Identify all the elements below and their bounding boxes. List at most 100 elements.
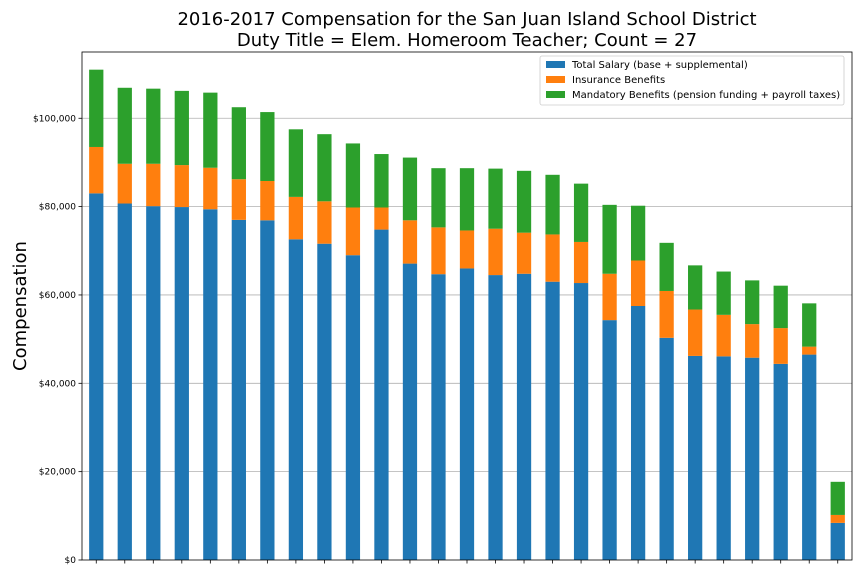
bar-segment-mandatory-benefits: [345, 143, 361, 208]
bar-stack: [659, 242, 674, 560]
bar-segment-insurance-benefits: [203, 167, 218, 210]
bar-segment-total-salary: [688, 355, 703, 560]
legend-item-mandatory-benefits: Mandatory Benefits (pension funding + pa…: [546, 90, 840, 101]
bar-segment-total-salary: [288, 239, 304, 560]
bar-segment-insurance-benefits: [317, 201, 332, 244]
bar-segment-mandatory-benefits: [203, 92, 218, 168]
bar-stack: [117, 87, 132, 560]
bar-segment-insurance-benefits: [802, 346, 817, 355]
bar-segment-mandatory-benefits: [317, 134, 332, 202]
bar-segment-mandatory-benefits: [288, 129, 304, 197]
x-axis-ticks: [95, 560, 839, 564]
bar-stack: [288, 129, 304, 560]
bar-segment-mandatory-benefits: [573, 183, 589, 242]
bar-stack: [630, 205, 646, 560]
bar-segment-insurance-benefits: [545, 234, 560, 282]
bar-segment-total-salary: [174, 207, 189, 561]
bar-segment-insurance-benefits: [231, 179, 246, 220]
bar-segment-insurance-benefits: [659, 290, 674, 338]
bar-segment-total-salary: [374, 229, 389, 560]
bar-stack: [545, 174, 560, 560]
bar-stack: [688, 265, 703, 560]
bar-segment-insurance-benefits: [260, 180, 275, 221]
bar-segment-insurance-benefits: [459, 230, 475, 269]
legend-item-insurance-benefits: Insurance Benefits: [546, 75, 665, 86]
bar-segment-mandatory-benefits: [459, 168, 475, 231]
bar-segment-total-salary: [431, 274, 446, 560]
y-tick-label: $40,000: [39, 379, 76, 389]
bar-segment-insurance-benefits: [117, 163, 132, 204]
y-axis-label: Compensation: [10, 241, 31, 371]
bar-segment-insurance-benefits: [688, 309, 703, 356]
legend: Total Salary (base + supplemental) Insur…: [539, 55, 845, 106]
bar-stack: [773, 285, 788, 560]
bar-stack: [146, 88, 161, 560]
bar-segment-insurance-benefits: [830, 514, 845, 523]
bar-segment-total-salary: [745, 357, 760, 560]
y-tick-label: $60,000: [39, 291, 76, 301]
bar-stack: [231, 107, 246, 560]
bar-segment-total-salary: [602, 320, 617, 560]
bar-segment-total-salary: [402, 263, 418, 560]
bar-segment-mandatory-benefits: [659, 242, 674, 291]
bar-stack: [345, 143, 361, 560]
bar-segment-mandatory-benefits: [146, 88, 161, 164]
bar-segment-mandatory-benefits: [802, 303, 817, 347]
bar-segment-insurance-benefits: [602, 273, 617, 321]
bar-stack: [89, 69, 104, 561]
bar-stack: [716, 271, 731, 560]
bar-segment-mandatory-benefits: [545, 174, 560, 235]
bar-stack: [602, 204, 617, 560]
bar-stack: [260, 112, 275, 560]
bar-segment-total-salary: [231, 219, 246, 560]
chart-title-line-2: Duty Title = Elem. Homeroom Teacher; Cou…: [237, 30, 697, 51]
bar-segment-insurance-benefits: [288, 196, 304, 240]
bar-segment-insurance-benefits: [146, 163, 161, 207]
bar-stack: [374, 154, 389, 560]
bar-stack: [203, 92, 218, 560]
chart-title-line-1: 2016-2017 Compensation for the San Juan …: [177, 9, 756, 30]
bar-segment-total-salary: [459, 268, 475, 560]
bar-segment-mandatory-benefits: [374, 154, 389, 208]
bar-segment-insurance-benefits: [716, 314, 731, 357]
bar-stack: [745, 280, 760, 560]
y-tick-label: $80,000: [39, 203, 76, 213]
bar-segment-insurance-benefits: [374, 207, 389, 230]
bar-segment-insurance-benefits: [488, 228, 503, 276]
bar-segment-mandatory-benefits: [630, 205, 646, 261]
bar-segment-mandatory-benefits: [174, 90, 189, 166]
y-axis-ticks: $0 $20,000 $40,000 $60,000 $80,000 $100,000: [33, 114, 82, 566]
bar-segment-total-salary: [716, 356, 731, 560]
bar-segment-total-salary: [773, 363, 788, 560]
legend-swatch: [546, 76, 565, 83]
bar-segment-total-salary: [317, 243, 332, 560]
bar-stack: [402, 157, 418, 560]
bar-segment-total-salary: [345, 255, 361, 560]
plot-frame: [81, 51, 853, 561]
bar-segment-insurance-benefits: [402, 220, 418, 264]
bar-segment-insurance-benefits: [174, 165, 189, 208]
bar-segment-mandatory-benefits: [688, 265, 703, 310]
bar-segment-total-salary: [146, 206, 161, 560]
bar-segment-mandatory-benefits: [516, 170, 532, 233]
bar-segment-total-salary: [830, 522, 845, 560]
bar-stack: [573, 183, 589, 560]
bar-segment-insurance-benefits: [573, 241, 589, 284]
bar-segment-total-salary: [545, 281, 560, 560]
bar-segment-mandatory-benefits: [231, 107, 246, 180]
bar-segment-insurance-benefits: [745, 324, 760, 358]
bar-stack: [431, 168, 446, 560]
bar-segment-insurance-benefits: [630, 260, 646, 306]
bar-segment-mandatory-benefits: [488, 168, 503, 229]
bar-segment-mandatory-benefits: [431, 168, 446, 228]
bar-stack: [488, 168, 503, 560]
bar-segment-total-salary: [516, 273, 532, 560]
bar-segment-total-salary: [802, 354, 817, 560]
bar-segment-total-salary: [630, 306, 646, 560]
bar-stack: [174, 90, 189, 561]
bar-segment-insurance-benefits: [89, 146, 104, 194]
bar-segment-mandatory-benefits: [89, 69, 104, 147]
legend-label: Mandatory Benefits (pension funding + pa…: [572, 90, 840, 101]
bar-segment-mandatory-benefits: [716, 271, 731, 315]
